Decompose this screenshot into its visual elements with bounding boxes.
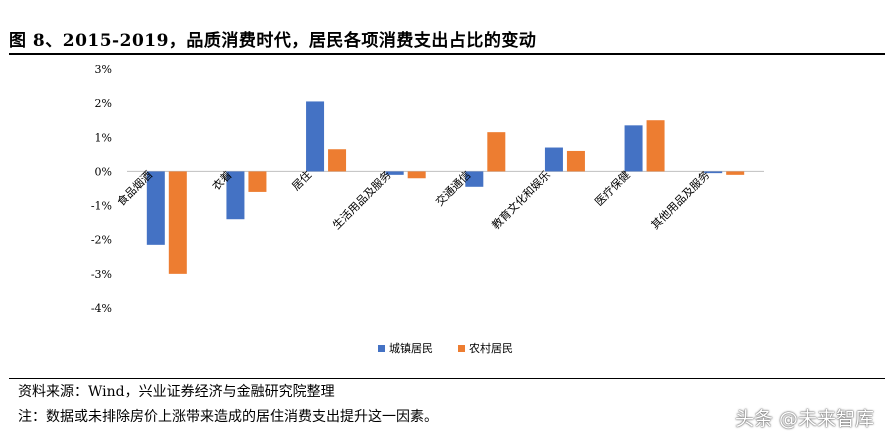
bar-rural-7	[646, 120, 665, 172]
legend-swatch-rural	[458, 345, 465, 352]
source-note: 资料来源：Wind，兴业证券经济与金融研究院整理	[18, 384, 335, 400]
title-divider	[9, 53, 885, 55]
category-label: 生活用品及服务	[329, 168, 393, 232]
bar-urban-4	[385, 171, 404, 175]
y-tick-label: 1%	[95, 131, 112, 144]
category-label: 其他用品及服务	[649, 168, 713, 232]
legend-label-rural: 农村居民	[469, 341, 513, 355]
legend-label-urban: 城镇居民	[389, 341, 433, 355]
footnote: 注：数据或未排除房价上涨带来造成的居住消费支出提升这一因素。	[18, 409, 438, 425]
bar-urban-2	[226, 171, 245, 220]
bar-rural-6	[566, 150, 585, 172]
bar-rural-1	[168, 171, 187, 274]
category-label: 医疗保健	[592, 168, 633, 209]
bar-rural-8	[726, 171, 745, 175]
figure-title: 图 8、2015-2019，品质消费时代，居民各项消费支出占比的变动	[9, 31, 537, 51]
category-label: 交通通信	[432, 168, 473, 209]
bar-rural-2	[248, 171, 267, 192]
bar-urban-8	[704, 171, 723, 174]
y-tick-label: -2%	[91, 234, 112, 247]
footer-divider	[9, 378, 885, 379]
bar-rural-5	[487, 132, 506, 172]
bar-chart: 3%2%1%0%-1%-2%-3%-4% 食品烟酒 衣着 居住 生活用品及服务 交通通信…	[91, 63, 764, 355]
watermark: 头条 @未来智库	[734, 408, 874, 430]
bar-urban-3	[306, 101, 325, 172]
bar-rural-3	[328, 149, 347, 172]
y-tick-label: -4%	[91, 302, 112, 315]
y-tick-label: 2%	[95, 97, 112, 110]
category-label: 教育文化和娱乐	[489, 168, 553, 232]
axis-layer: 3% 2% 1% 0% -1% -2% -3% -4%	[91, 63, 764, 315]
bar-rural-4	[407, 171, 426, 179]
y-tick-label: -1%	[91, 200, 112, 213]
bar-urban-5	[465, 171, 484, 187]
y-tick-label: -3%	[91, 268, 112, 281]
bar-urban-1	[146, 171, 165, 245]
bar-urban-6	[544, 147, 563, 172]
bar-layer	[146, 101, 745, 274]
legend-swatch-urban	[378, 345, 385, 352]
y-tick-label: 0%	[95, 165, 112, 178]
bar-urban-7	[624, 125, 643, 172]
y-tick-label: 3%	[95, 63, 112, 76]
legend: 城镇居民 农村居民	[378, 341, 513, 355]
